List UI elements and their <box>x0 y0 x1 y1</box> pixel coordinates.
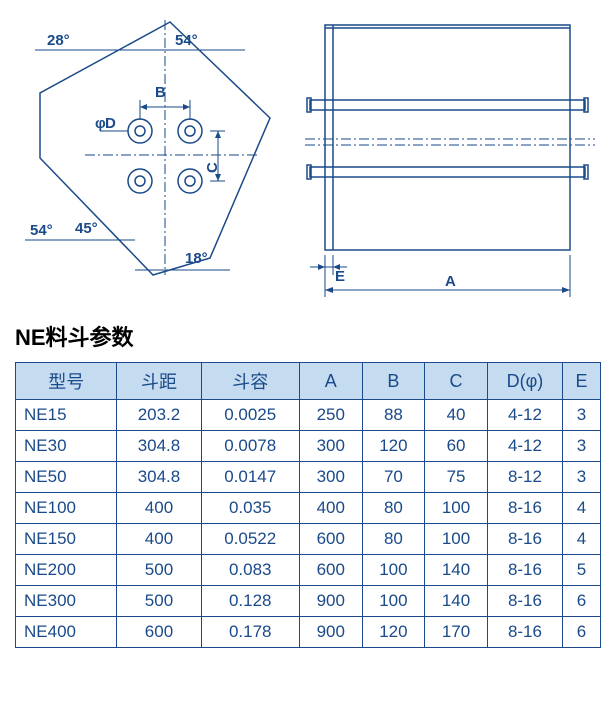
table-row: NE2005000.0836001001408-165 <box>16 555 601 586</box>
table-cell: 100 <box>362 555 425 586</box>
table-cell: 250 <box>299 400 362 431</box>
table-cell: 75 <box>425 462 488 493</box>
table-cell: 140 <box>425 586 488 617</box>
table-cell: NE150 <box>16 524 117 555</box>
table-cell: 0.035 <box>201 493 299 524</box>
table-cell: NE400 <box>16 617 117 648</box>
table-cell: 0.178 <box>201 617 299 648</box>
angle-28: 28° <box>47 32 70 49</box>
diagrams: 28° 54° B C φ D 54° 45° 18° <box>15 15 601 305</box>
table-cell: 100 <box>425 493 488 524</box>
table-cell: 0.0147 <box>201 462 299 493</box>
label-B: B <box>155 84 166 101</box>
table-cell: NE50 <box>16 462 117 493</box>
parameter-table: 型号斗距斗容ABCD(φ)E NE15203.20.002525088404-1… <box>15 362 601 648</box>
table-cell: 304.8 <box>117 462 201 493</box>
table-cell: 8-12 <box>487 462 562 493</box>
table-cell: 8-16 <box>487 555 562 586</box>
table-cell: 0.0025 <box>201 400 299 431</box>
table-cell: 400 <box>117 524 201 555</box>
label-A: A <box>445 273 456 290</box>
table-row: NE30304.80.0078300120604-123 <box>16 431 601 462</box>
table-cell: 600 <box>117 617 201 648</box>
table-cell: 900 <box>299 586 362 617</box>
table-cell: 88 <box>362 400 425 431</box>
table-cell: 120 <box>362 431 425 462</box>
label-D: D <box>105 115 116 132</box>
table-cell: 0.083 <box>201 555 299 586</box>
table-cell: 100 <box>362 586 425 617</box>
table-header: 型号 <box>16 363 117 400</box>
table-cell: 3 <box>563 400 601 431</box>
angle-45: 45° <box>75 220 98 237</box>
table-cell: 300 <box>299 462 362 493</box>
table-cell: 0.0078 <box>201 431 299 462</box>
table-cell: 8-16 <box>487 524 562 555</box>
table-cell: 70 <box>362 462 425 493</box>
table-cell: 4-12 <box>487 431 562 462</box>
table-cell: 500 <box>117 555 201 586</box>
table-header: B <box>362 363 425 400</box>
table-cell: 0.0522 <box>201 524 299 555</box>
table-row: NE50304.80.014730070758-123 <box>16 462 601 493</box>
label-E: E <box>335 268 345 285</box>
table-cell: 60 <box>425 431 488 462</box>
table-cell: 120 <box>362 617 425 648</box>
right-diagram: E A <box>305 15 595 305</box>
table-header: D(φ) <box>487 363 562 400</box>
table-cell: NE300 <box>16 586 117 617</box>
table-cell: 304.8 <box>117 431 201 462</box>
table-cell: 80 <box>362 493 425 524</box>
table-cell: 8-16 <box>487 586 562 617</box>
table-row: NE3005000.1289001001408-166 <box>16 586 601 617</box>
table-cell: 600 <box>299 524 362 555</box>
table-title: NE料斗参数 <box>15 320 601 352</box>
table-cell: NE100 <box>16 493 117 524</box>
table-cell: 8-16 <box>487 493 562 524</box>
table-cell: NE200 <box>16 555 117 586</box>
table-cell: 6 <box>563 617 601 648</box>
table-row: NE1504000.0522600801008-164 <box>16 524 601 555</box>
table-cell: 300 <box>299 431 362 462</box>
angle-54-top: 54° <box>175 32 198 49</box>
table-cell: 4 <box>563 524 601 555</box>
table-header: 斗距 <box>117 363 201 400</box>
table-cell: 100 <box>425 524 488 555</box>
table-cell: 400 <box>299 493 362 524</box>
table-cell: 203.2 <box>117 400 201 431</box>
table-row: NE15203.20.002525088404-123 <box>16 400 601 431</box>
table-cell: 5 <box>563 555 601 586</box>
table-cell: 6 <box>563 586 601 617</box>
table-header: 斗容 <box>201 363 299 400</box>
table-cell: 40 <box>425 400 488 431</box>
table-cell: 0.128 <box>201 586 299 617</box>
table-row: NE4006000.1789001201708-166 <box>16 617 601 648</box>
table-cell: 8-16 <box>487 617 562 648</box>
angle-18: 18° <box>185 250 208 267</box>
table-cell: 4 <box>563 493 601 524</box>
table-cell: 4-12 <box>487 400 562 431</box>
table-cell: 400 <box>117 493 201 524</box>
table-cell: 3 <box>563 431 601 462</box>
table-cell: NE15 <box>16 400 117 431</box>
table-cell: 140 <box>425 555 488 586</box>
label-C: C <box>204 162 221 173</box>
table-header: E <box>563 363 601 400</box>
table-header: A <box>299 363 362 400</box>
table-cell: 3 <box>563 462 601 493</box>
table-cell: 80 <box>362 524 425 555</box>
table-cell: NE30 <box>16 431 117 462</box>
table-row: NE1004000.035400801008-164 <box>16 493 601 524</box>
table-cell: 500 <box>117 586 201 617</box>
table-header: C <box>425 363 488 400</box>
table-cell: 170 <box>425 617 488 648</box>
angle-54-bottom: 54° <box>30 222 53 239</box>
table-cell: 900 <box>299 617 362 648</box>
table-cell: 600 <box>299 555 362 586</box>
left-diagram: 28° 54° B C φ D 54° 45° 18° <box>15 15 275 285</box>
